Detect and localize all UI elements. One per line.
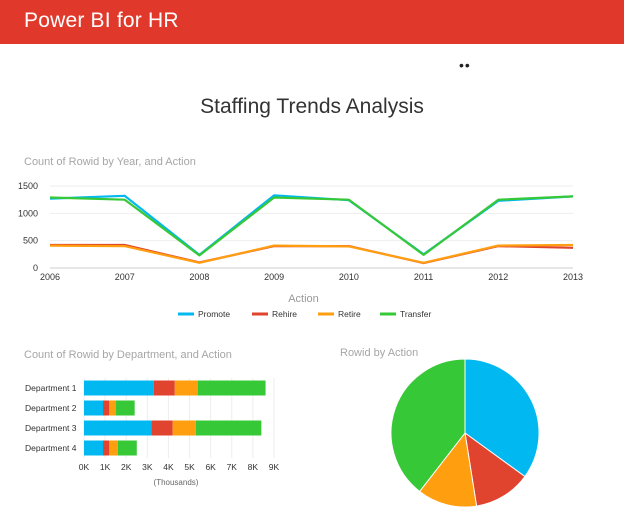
bar-segment-rehire [151, 420, 173, 436]
series-line-transfer [49, 195, 574, 257]
pie-slice-transfer [390, 358, 466, 493]
x-tick-label: 2013 [563, 272, 583, 282]
y-tick-label: 500 [23, 236, 38, 246]
category-label: Department 2 [25, 403, 77, 413]
x-tick-label: 2008 [189, 272, 209, 282]
x-tick-label: 6K [205, 462, 216, 472]
pie-slice-rehire [464, 431, 526, 507]
legend-label-transfer: Transfer [400, 309, 432, 319]
more-options-icon[interactable]: •• [459, 57, 471, 73]
x-tick-label: 5K [184, 462, 195, 472]
x-tick-label: 2K [121, 462, 132, 472]
y-tick-label: 1000 [18, 208, 38, 218]
pie-slice-retire [418, 431, 478, 508]
legend-label-promote: Promote [198, 309, 230, 319]
bar-segment-promote [84, 440, 103, 456]
y-tick-label: 0 [33, 263, 38, 273]
x-tick-label: 9K [269, 462, 280, 472]
x-axis-label: (Thousands) [154, 478, 199, 487]
category-label: Department 4 [25, 443, 77, 453]
bar-segment-rehire [103, 440, 110, 456]
x-tick-label: 2007 [115, 272, 135, 282]
x-tick-label: 4K [163, 462, 174, 472]
bar-segment-retire [172, 420, 196, 436]
x-tick-label: 8K [248, 462, 259, 472]
app-header: Power BI for HR [0, 0, 624, 44]
legend-label-rehire: Rehire [272, 309, 297, 319]
bar-segment-promote [84, 420, 152, 436]
line-chart-title: Count of Rowid by Year, and Action [24, 156, 196, 168]
bar-segment-transfer [115, 400, 135, 416]
bar-segment-retire [174, 380, 198, 396]
bar-segment-rehire [103, 400, 110, 416]
bar-segment-rehire [153, 380, 175, 396]
pie-chart-title: Rowid by Action [340, 347, 419, 359]
app-title: Power BI for HR [24, 9, 179, 32]
x-tick-label: 0K [79, 462, 90, 472]
bar-segment-transfer [198, 380, 266, 396]
x-tick-label: 2011 [414, 272, 433, 282]
x-tick-label: 2009 [264, 272, 284, 282]
bar-segment-promote [84, 400, 103, 416]
x-tick-label: 7K [227, 462, 238, 472]
bar-segment-promote [84, 380, 154, 396]
x-tick-label: 2012 [488, 272, 508, 282]
bar-segment-retire [109, 400, 116, 416]
x-tick-label: 2006 [40, 272, 60, 282]
bar-chart-title: Count of Rowid by Department, and Action [24, 349, 232, 361]
report-title: Staffing Trends Analysis [200, 95, 424, 118]
series-line-retire [49, 243, 574, 264]
x-tick-label: 2010 [339, 272, 359, 282]
y-tick-label: 1500 [18, 181, 38, 191]
pie-slice-promote [464, 358, 540, 478]
category-label: Department 1 [25, 383, 77, 393]
bar-segment-retire [109, 440, 118, 456]
legend-label-retire: Retire [338, 309, 361, 319]
x-axis-label: Action [288, 293, 319, 305]
x-tick-label: 3K [142, 462, 153, 472]
x-tick-label: 1K [100, 462, 111, 472]
category-label: Department 3 [25, 423, 77, 433]
bar-segment-transfer [117, 440, 137, 456]
bar-segment-transfer [195, 420, 262, 436]
